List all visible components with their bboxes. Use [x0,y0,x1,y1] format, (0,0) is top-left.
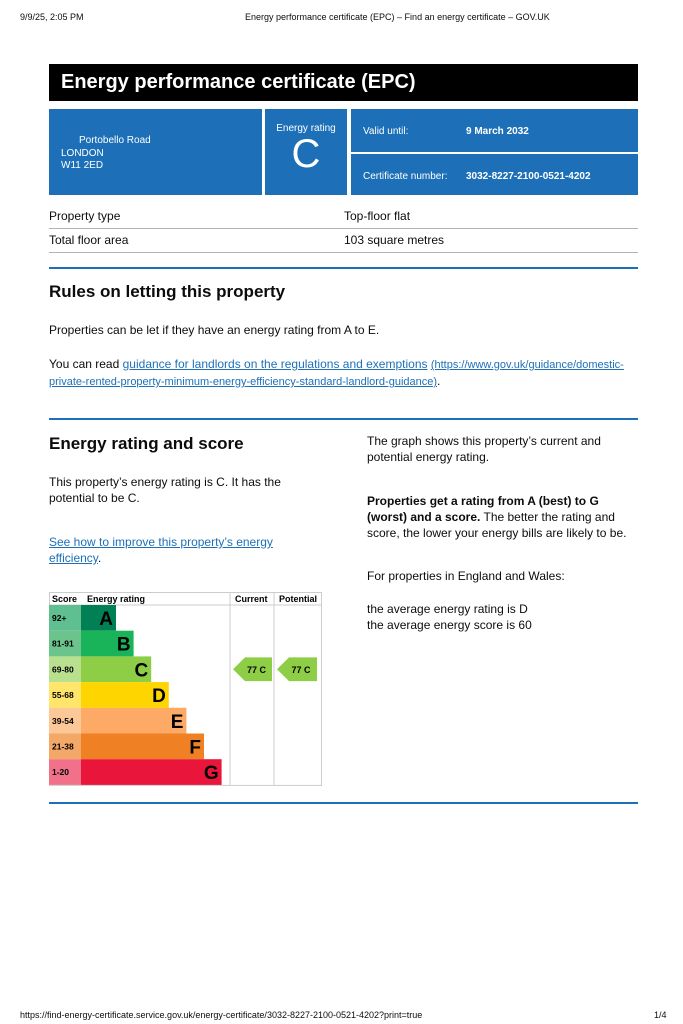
section-divider [49,267,638,269]
section-divider [49,418,638,420]
score-range-D: 55-68 [52,690,74,700]
address-street: Portobello Road [79,135,151,146]
print-url: https://find-energy-certificate.service.… [20,1010,423,1020]
band-bar-A [81,605,116,631]
average-score: the average energy score is 60 [367,618,532,632]
guidance-suffix: . [437,374,441,388]
band-letter-C: C [134,660,148,681]
improve-paragraph: See how to improve this property’s energ… [49,534,289,566]
address-city: LONDON [61,147,104,159]
certificate-panel: Certificate number: 3032-8227-2100-0521-… [351,154,638,195]
band-bar-D [81,682,169,708]
header-energy-rating: Energy rating [87,594,145,604]
rating-explainer-rest: The better the rating and score, the low… [367,510,627,540]
rating-letter: C [291,132,321,176]
valid-until-panel: Valid until: 9 March 2032 [351,109,638,152]
rating-label: Energy rating [276,123,336,134]
score-range-F: 21-38 [52,742,74,752]
band-letter-G: G [204,763,219,784]
current-rating-label: 77 C [247,665,267,675]
band-bar-E [81,707,187,734]
england-wales-label: For properties in England and Wales: [367,569,565,583]
score-cell-C [49,656,81,683]
score-range-A: 92+ [52,613,66,623]
guidance-prefix: You can read [49,357,123,371]
band-bar-G [81,759,222,785]
potential-rating-arrow [277,657,317,682]
property-type-label: Property type [49,209,121,223]
address-panel: Portobello Road LONDON W11 2ED [49,109,262,195]
energy-rating-chart: Score Energy rating Current Potential 92+ A 81… [49,592,322,786]
print-page-number: 1/4 [654,1010,667,1020]
valid-until-label: Valid until: [363,126,409,137]
property-type-row: Property type Top-floor flat [49,205,638,229]
band-bar-F [81,733,204,760]
header-current: Current [235,594,268,604]
certificate-label: Certificate number: [363,171,448,182]
band-letter-A: A [99,609,113,630]
band-bar-C [81,656,152,683]
potential-rating-label: 77 C [291,665,311,675]
rating-explainer: Properties get a rating from A (best) to… [367,493,639,541]
score-range-C: 69-80 [52,664,74,674]
address-postcode: W11 2ED [61,160,104,171]
page-title: Energy performance certificate (EPC) [49,64,638,101]
score-cell-F [49,733,81,760]
band-letter-D: D [152,686,166,707]
floor-area-value: 103 square metres [344,233,445,247]
rules-heading: Rules on letting this property [49,282,286,301]
score-cell-G [49,759,81,785]
graph-explainer: The graph shows this property’s current … [367,434,601,464]
valid-until-value: 9 March 2032 [466,126,529,137]
header-score: Score [52,594,77,604]
score-range-E: 39-54 [52,716,74,726]
score-range-G: 1-20 [52,767,69,777]
score-heading: Energy rating and score [49,434,244,453]
guidance-url[interactable]: (https://www.gov.uk/guidance/domestic-pr… [49,359,624,388]
guidance-link[interactable]: guidance for landlords on the regulation… [122,357,428,371]
current-rating-arrow [233,657,272,682]
improve-link[interactable]: See how to improve this property’s energ… [49,535,273,565]
floor-area-row: Total floor area 103 square metres [49,229,638,253]
band-letter-E: E [171,712,184,733]
rules-guidance: You can read guidance for landlords on t… [49,356,629,390]
score-cell-B [49,630,81,657]
rules-text: Properties can be let if they have an en… [49,323,380,337]
score-range-B: 81-91 [52,639,74,649]
header-potential: Potential [279,594,317,604]
band-letter-F: F [189,738,201,759]
rating-panel: Energy rating C [265,109,347,195]
score-cell-D [49,682,81,708]
certificate-number: 3032-8227-2100-0521-4202 [466,171,591,182]
print-page-title: Energy performance certificate (EPC) – F… [245,12,550,22]
floor-area-label: Total floor area [49,233,129,247]
score-cell-A [49,605,81,631]
average-rating: the average energy rating is D [367,602,528,616]
score-cell-E [49,707,81,734]
section-divider [49,802,638,804]
band-letter-B: B [117,635,131,656]
band-bar-B [81,630,134,657]
improve-suffix: . [97,551,102,565]
score-text: This property’s energy rating is C. It h… [49,475,281,505]
property-type-value: Top-floor flat [344,209,411,223]
rating-explainer-bold: Properties get a rating from A (best) to… [367,494,599,524]
print-datetime: 9/9/25, 2:05 PM [20,12,84,22]
